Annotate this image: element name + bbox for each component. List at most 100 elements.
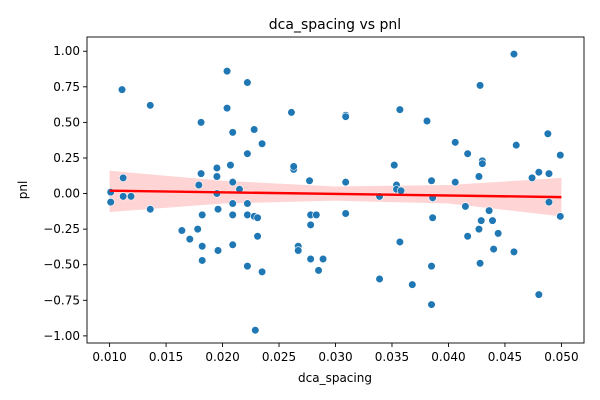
data-point bbox=[314, 266, 323, 275]
data-point bbox=[509, 49, 519, 59]
y-tick-label: 0.75 bbox=[53, 80, 80, 94]
data-point bbox=[534, 290, 543, 299]
data-point bbox=[463, 232, 472, 241]
data-point bbox=[185, 235, 194, 244]
x-tick-label: 0.025 bbox=[262, 350, 296, 364]
data-point bbox=[222, 104, 232, 113]
x-axis-label: dca_spacing bbox=[298, 371, 372, 385]
data-point bbox=[228, 128, 237, 137]
data-point bbox=[427, 300, 436, 309]
data-point bbox=[478, 159, 487, 168]
data-point bbox=[146, 205, 155, 214]
data-point bbox=[213, 205, 223, 214]
y-tick-label: −0.25 bbox=[43, 222, 80, 236]
data-point bbox=[422, 116, 432, 126]
y-tick-label: 0.50 bbox=[53, 115, 80, 129]
x-axis: 0.010 0.015 0.020 0.025 0.030 0.035 0.040 0.045… bbox=[92, 343, 579, 364]
data-point bbox=[477, 216, 486, 225]
data-point bbox=[294, 246, 303, 255]
y-tick-label: −0.75 bbox=[43, 293, 80, 307]
data-point bbox=[243, 199, 252, 208]
data-point bbox=[228, 240, 237, 249]
data-point bbox=[475, 259, 485, 268]
data-point bbox=[341, 178, 350, 187]
data-point bbox=[287, 108, 296, 117]
data-point bbox=[228, 178, 237, 187]
data-point bbox=[375, 274, 384, 284]
data-point bbox=[544, 198, 554, 207]
data-point bbox=[243, 210, 252, 220]
data-point bbox=[474, 225, 484, 234]
data-point bbox=[119, 192, 128, 201]
data-point bbox=[212, 172, 221, 181]
x-tick-label: 0.015 bbox=[149, 350, 183, 364]
data-point bbox=[198, 242, 207, 251]
data-point bbox=[390, 160, 399, 170]
data-point bbox=[193, 225, 202, 234]
data-point bbox=[222, 67, 232, 76]
data-point bbox=[257, 267, 267, 276]
data-point bbox=[475, 81, 485, 90]
data-point bbox=[196, 118, 206, 127]
data-point bbox=[117, 85, 127, 94]
data-point bbox=[341, 209, 350, 218]
data-point bbox=[463, 149, 472, 158]
data-point bbox=[341, 112, 350, 121]
x-tick-label: 0.040 bbox=[431, 350, 465, 364]
x-tick-label: 0.045 bbox=[488, 350, 522, 364]
data-point bbox=[474, 172, 484, 181]
data-point bbox=[177, 226, 186, 235]
data-point bbox=[305, 176, 314, 185]
y-axis-label: pnl bbox=[16, 181, 30, 200]
data-point bbox=[306, 254, 315, 264]
data-point bbox=[427, 262, 436, 271]
data-point bbox=[194, 180, 203, 190]
data-point bbox=[119, 173, 128, 182]
data-point bbox=[509, 247, 519, 257]
plot-area bbox=[86, 36, 585, 344]
data-point bbox=[494, 229, 503, 238]
data-point bbox=[527, 173, 537, 182]
y-tick-label: −1.00 bbox=[43, 329, 80, 343]
data-point bbox=[556, 212, 565, 221]
data-point bbox=[512, 141, 521, 150]
data-point bbox=[198, 210, 207, 220]
data-point bbox=[212, 163, 221, 173]
data-point bbox=[146, 101, 155, 110]
data-point bbox=[461, 202, 470, 211]
data-point bbox=[126, 192, 136, 201]
data-point bbox=[534, 168, 543, 177]
data-point bbox=[253, 232, 262, 241]
x-tick-label: 0.010 bbox=[92, 350, 126, 364]
data-point bbox=[396, 186, 406, 195]
data-point bbox=[488, 216, 497, 225]
data-point bbox=[312, 210, 321, 220]
data-point bbox=[395, 237, 404, 247]
data-point bbox=[451, 138, 460, 147]
data-point bbox=[243, 149, 252, 158]
y-tick-label: −0.50 bbox=[43, 258, 80, 272]
data-point bbox=[213, 246, 223, 255]
data-point bbox=[251, 326, 260, 335]
data-point bbox=[243, 78, 252, 87]
data-point bbox=[106, 188, 115, 197]
y-tick-label: 0.00 bbox=[53, 187, 80, 201]
data-point bbox=[253, 213, 262, 222]
data-point bbox=[196, 169, 206, 178]
data-point bbox=[318, 254, 328, 264]
data-point bbox=[428, 213, 437, 222]
data-point bbox=[198, 256, 207, 265]
data-point bbox=[257, 139, 267, 148]
data-point bbox=[228, 199, 237, 208]
y-tick-label: 1.00 bbox=[53, 44, 80, 58]
data-point bbox=[289, 162, 298, 171]
data-point bbox=[451, 178, 460, 187]
data-point bbox=[226, 160, 235, 170]
data-point bbox=[395, 105, 404, 114]
data-point bbox=[306, 220, 315, 229]
x-tick-label: 0.050 bbox=[544, 350, 578, 364]
data-point bbox=[228, 210, 237, 220]
data-point bbox=[408, 280, 417, 289]
